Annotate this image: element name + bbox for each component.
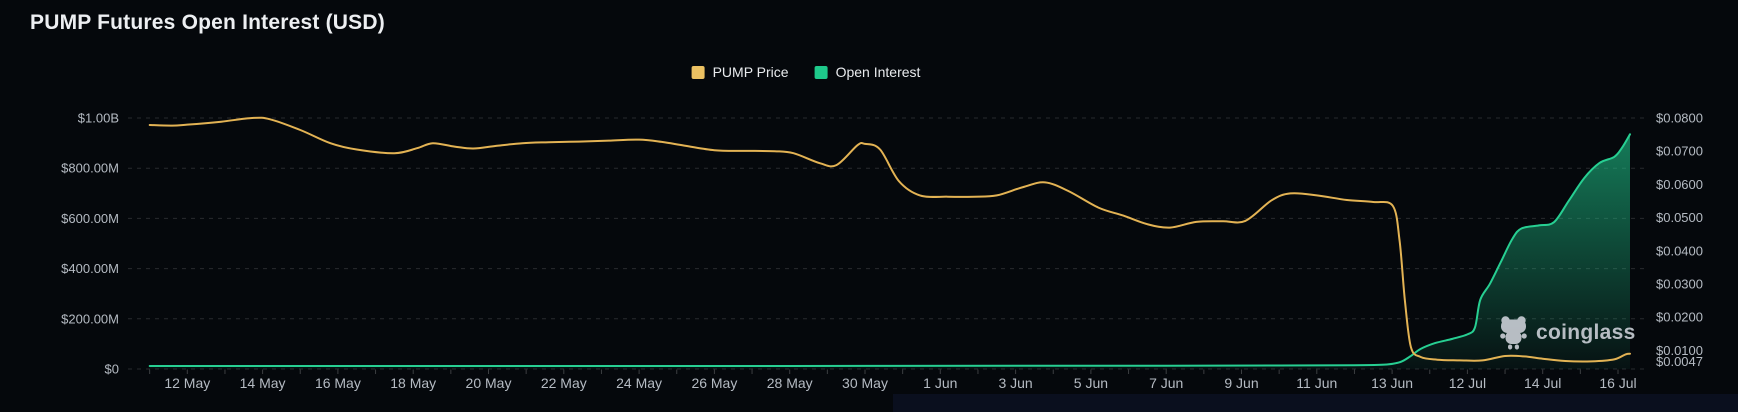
- legend: PUMP Price Open Interest: [691, 64, 921, 80]
- svg-text:14 Jul: 14 Jul: [1524, 375, 1561, 391]
- gridlines: [128, 117, 1646, 370]
- svg-text:14 May: 14 May: [240, 375, 286, 391]
- chart-title: PUMP Futures Open Interest (USD): [30, 11, 385, 34]
- svg-text:$0.0100: $0.0100: [1656, 343, 1703, 358]
- svg-text:$0.0800: $0.0800: [1656, 111, 1703, 126]
- svg-text:$0.0200: $0.0200: [1656, 310, 1703, 325]
- coinglass-watermark: coinglass: [1500, 316, 1636, 350]
- svg-text:28 May: 28 May: [767, 375, 813, 391]
- left-axis-labels: $1.00B $800.00M $600.00M $400.00M $200.00M $0: [61, 111, 119, 377]
- svg-text:3 Jun: 3 Jun: [998, 375, 1032, 391]
- svg-text:$800.00M: $800.00M: [61, 161, 119, 176]
- svg-text:$0.0600: $0.0600: [1656, 177, 1703, 192]
- pump-price-line: [148, 116, 1631, 363]
- svg-text:13 Jun: 13 Jun: [1371, 375, 1413, 391]
- open-interest-line: [148, 133, 1631, 368]
- svg-text:5 Jun: 5 Jun: [1074, 375, 1108, 391]
- coinglass-watermark-text: coinglass: [1536, 321, 1636, 344]
- svg-text:22 May: 22 May: [541, 375, 587, 391]
- svg-text:1 Jun: 1 Jun: [923, 375, 957, 391]
- svg-text:$0: $0: [105, 362, 119, 377]
- svg-text:18 May: 18 May: [390, 375, 436, 391]
- x-axis-labels: 12 May 14 May 16 May 18 May 20 May 22 May 24 M…: [164, 375, 1636, 391]
- svg-text:26 May: 26 May: [691, 375, 737, 391]
- x-axis-ticks: [149, 369, 1619, 374]
- svg-text:30 May: 30 May: [842, 375, 888, 391]
- svg-text:$0.0700: $0.0700: [1656, 144, 1703, 159]
- svg-text:$600.00M: $600.00M: [61, 211, 119, 226]
- svg-text:12 Jul: 12 Jul: [1449, 375, 1486, 391]
- svg-text:24 May: 24 May: [616, 375, 662, 391]
- svg-text:$0.0300: $0.0300: [1656, 277, 1703, 292]
- svg-text:$0.0400: $0.0400: [1656, 243, 1703, 258]
- svg-text:16 Jul: 16 Jul: [1599, 375, 1636, 391]
- svg-text:$200.00M: $200.00M: [61, 311, 119, 326]
- svg-text:11 Jun: 11 Jun: [1296, 375, 1337, 391]
- svg-text:$0.0500: $0.0500: [1656, 210, 1703, 225]
- svg-text:9 Jun: 9 Jun: [1224, 375, 1258, 391]
- bottom-panel-edge: [893, 394, 1738, 412]
- last-price-label: $0.0047: [1656, 354, 1703, 369]
- legend-item-pump-price[interactable]: PUMP Price: [691, 64, 789, 80]
- svg-text:16 May: 16 May: [315, 375, 361, 391]
- pump-price-swatch-icon: [691, 65, 705, 79]
- open-interest-swatch-icon: [814, 65, 828, 79]
- svg-text:12 May: 12 May: [164, 375, 210, 391]
- legend-label-open-interest: Open Interest: [835, 64, 921, 80]
- legend-label-pump-price: PUMP Price: [712, 64, 789, 80]
- svg-text:$400.00M: $400.00M: [61, 261, 119, 276]
- svg-text:20 May: 20 May: [466, 375, 512, 391]
- svg-text:7 Jun: 7 Jun: [1149, 375, 1183, 391]
- svg-text:$1.00B: $1.00B: [78, 111, 119, 126]
- open-interest-area: [149, 134, 1631, 369]
- coinglass-logo-icon: [1500, 316, 1527, 350]
- right-axis-labels: $0.0800 $0.0700 $0.0600 $0.0500 $0.0400 $0.03…: [1656, 111, 1703, 370]
- legend-item-open-interest[interactable]: Open Interest: [814, 64, 921, 80]
